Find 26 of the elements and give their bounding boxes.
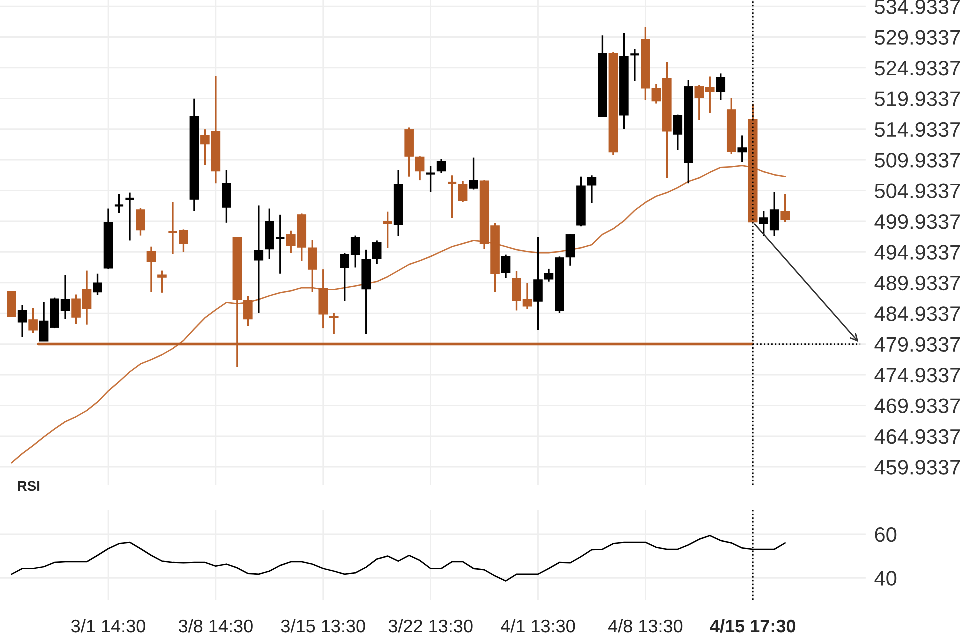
- y-tick-label: 529.9337: [875, 30, 960, 46]
- y-tick-label: 519.9337: [875, 92, 960, 106]
- y-tick-label: 509.9337: [875, 153, 960, 168]
- y-tick-label: 60: [875, 527, 897, 542]
- y-tick-label: 534.9337: [875, 0, 960, 14]
- y-tick-label: 459.9337: [874, 460, 960, 475]
- x-tick-label: 3/15 13:30: [281, 619, 366, 633]
- y-tick-label: 464.9337: [874, 429, 960, 444]
- y-tick-label: 504.9337: [875, 184, 960, 199]
- y-tick-label: 479.9337: [874, 337, 960, 352]
- y-tick-label: 524.9337: [875, 60, 960, 76]
- y-tick-label: 40: [874, 571, 897, 586]
- x-tick-label: 3/8 14:30: [178, 619, 253, 633]
- x-tick-label: 4/15 17:30: [710, 619, 796, 633]
- y-tick-label: 474.9337: [874, 368, 960, 383]
- x-tick-label: 3/22 13:30: [388, 619, 473, 633]
- y-tick-label: 499.9337: [874, 214, 960, 230]
- x-tick-label: 3/1 14:30: [72, 619, 146, 633]
- y-tick-label: 489.9337: [874, 276, 960, 291]
- x-tick-label: 4/1 13:30: [501, 619, 576, 633]
- y-tick-label: 514.9337: [875, 122, 960, 138]
- x-tick-label: 4/8 13:30: [608, 619, 683, 633]
- y-tick-label: 494.9337: [874, 245, 960, 260]
- y-tick-label: 469.9337: [874, 398, 960, 414]
- chart-title: RSI: [18, 481, 40, 492]
- y-tick-label: 484.9337: [874, 306, 960, 322]
